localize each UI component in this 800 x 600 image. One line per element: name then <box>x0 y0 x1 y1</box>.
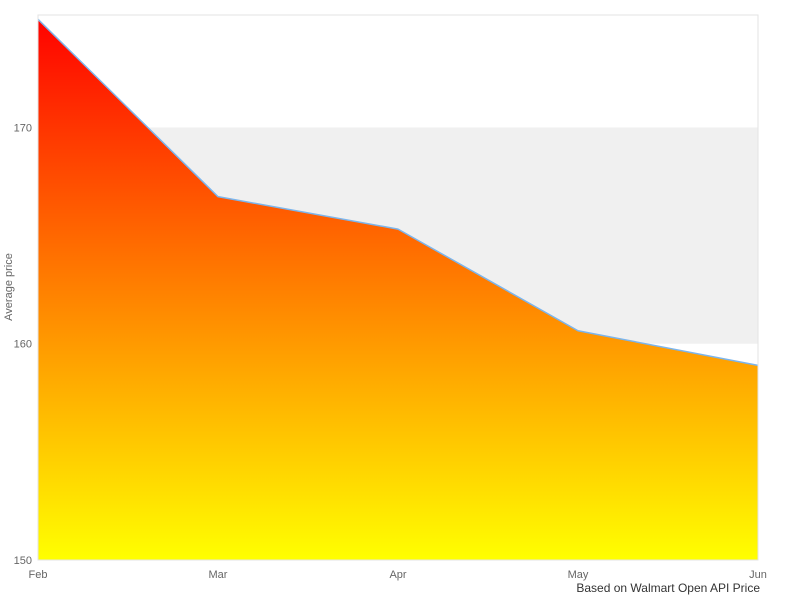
x-tick-label: May <box>568 569 589 581</box>
x-tick-label: Feb <box>29 569 48 581</box>
x-tick-label: Mar <box>209 569 228 581</box>
area-fill <box>38 19 758 561</box>
y-axis-title: Average price <box>3 253 15 321</box>
chart-caption: Based on Walmart Open API Price <box>576 581 760 595</box>
y-tick-label: 160 <box>14 339 32 351</box>
series-line <box>37 18 759 367</box>
x-tick-label: Apr <box>389 569 406 581</box>
y-tick-label: 150 <box>14 555 32 567</box>
x-tick-label: Jun <box>749 569 767 581</box>
y-tick-label: 170 <box>14 122 32 134</box>
plot-border <box>37 14 759 561</box>
